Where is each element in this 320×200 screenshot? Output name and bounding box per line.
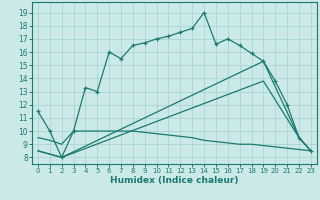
X-axis label: Humidex (Indice chaleur): Humidex (Indice chaleur): [110, 176, 239, 185]
